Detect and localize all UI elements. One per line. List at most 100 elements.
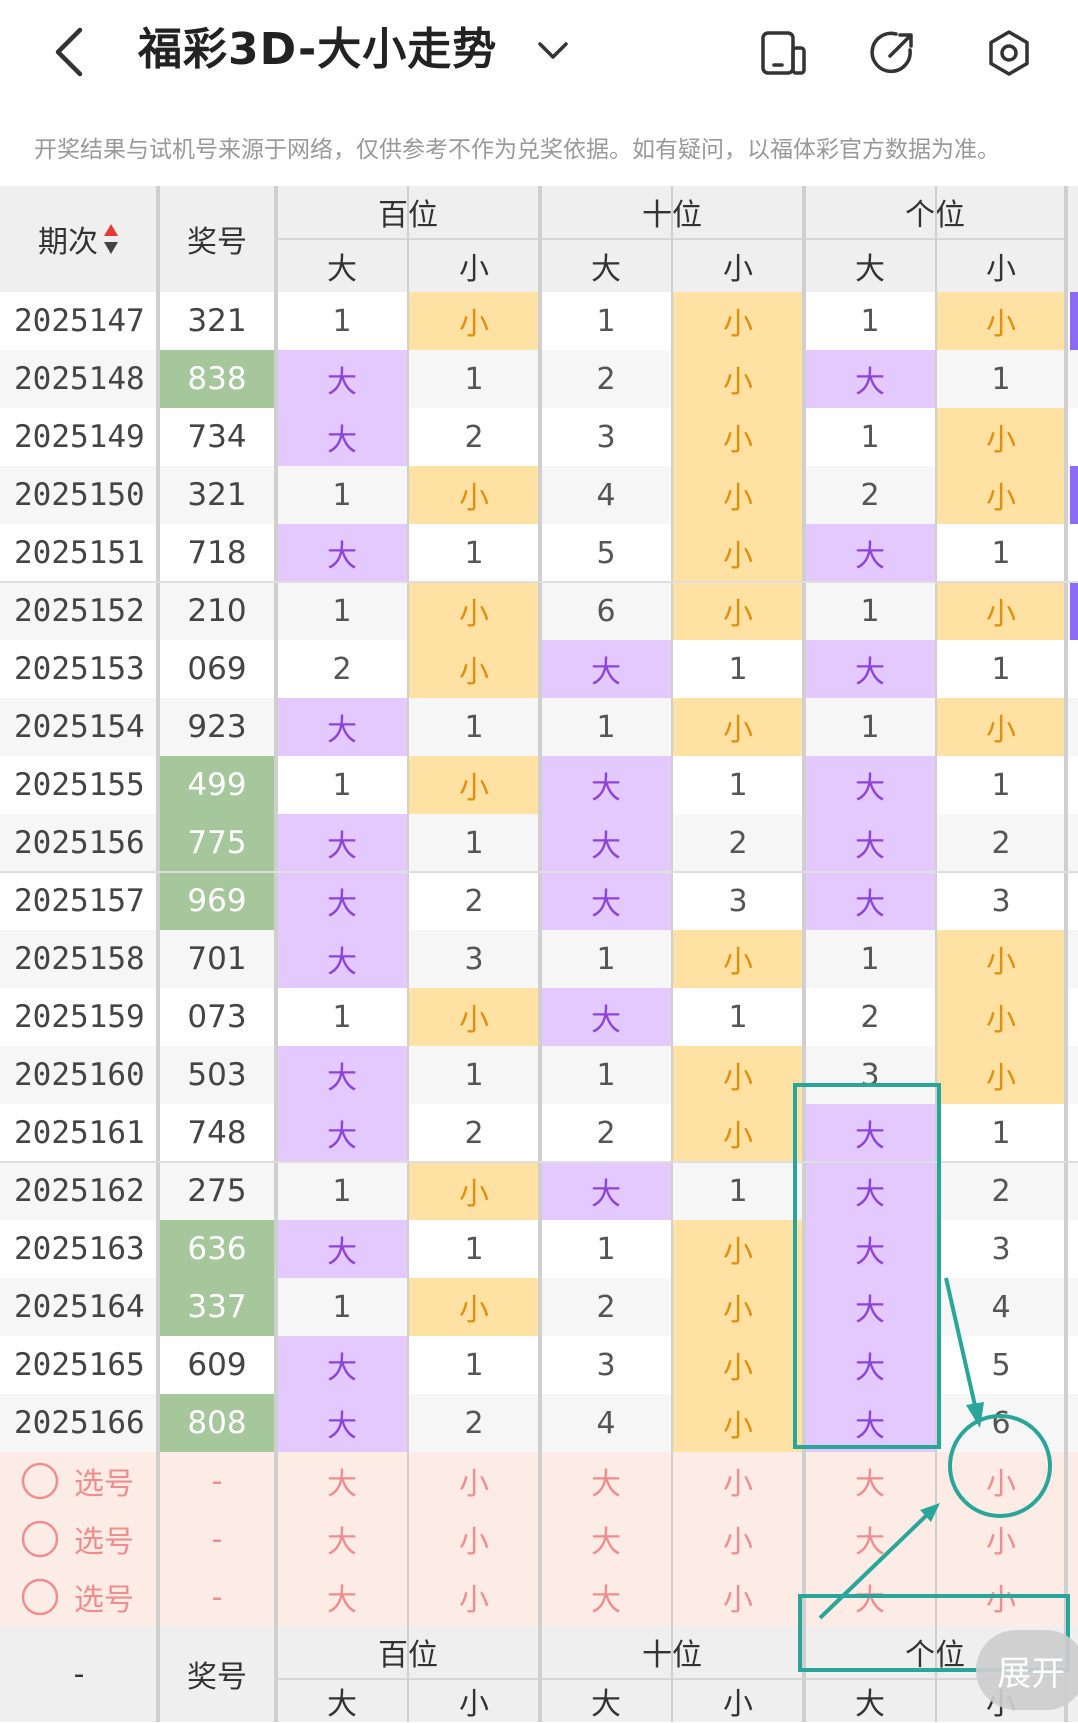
trend-cell: 大 [804,872,936,930]
trend-cell: 1 [936,524,1066,582]
trend-cell: 小 [408,1278,540,1336]
trend-cell: 6 [936,1394,1066,1452]
pick-cell[interactable]: 大 [540,1568,672,1626]
table-row-number: 923 [158,698,276,756]
trend-cell: 2 [540,350,672,408]
pick-cell[interactable]: 小 [408,1452,540,1510]
radio-circle-icon[interactable] [20,1577,60,1617]
trend-cell: 1 [804,582,936,640]
pick-cell[interactable]: 大 [540,1510,672,1568]
trend-cell: 1 [276,466,408,524]
pick-cell[interactable]: 小 [408,1510,540,1568]
trend-cell: 3 [540,1336,672,1394]
settings-icon[interactable] [984,28,1034,78]
row-filler [1066,1278,1078,1336]
column-header-small: 小 [672,238,804,292]
pick-cell[interactable]: 小 [672,1568,804,1626]
trend-cell: 1 [936,1104,1066,1162]
pick-cell[interactable]: 小 [672,1510,804,1568]
trend-cell: 1 [276,1162,408,1220]
trend-cell: 1 [804,292,936,350]
column-header-period[interactable]: 期次 [0,186,158,292]
trend-cell: 2 [408,1394,540,1452]
table-row-period: 2025163 [0,1220,158,1278]
row-filler [1066,1336,1078,1394]
pick-cell[interactable]: 小 [672,1452,804,1510]
trend-cell: 小 [672,350,804,408]
edge-marker [1070,466,1078,524]
trend-cell: 1 [540,698,672,756]
trend-cell: 1 [672,1162,804,1220]
pick-row-filler [1066,1510,1078,1568]
table-row-period: 2025158 [0,930,158,988]
trend-cell: 2 [936,1162,1066,1220]
column-divider [671,186,673,1722]
pick-cell[interactable]: 大 [276,1568,408,1626]
sort-icon[interactable] [102,222,120,256]
device-icon[interactable] [758,28,808,78]
column-header-small: 小 [408,238,540,292]
pick-row-number: - [158,1510,276,1568]
page-title[interactable]: 福彩3D-大小走势 [138,24,498,75]
share-icon[interactable] [868,28,918,78]
pick-cell[interactable]: 大 [540,1452,672,1510]
table-row-period: 2025156 [0,814,158,872]
pick-cell[interactable]: 小 [408,1568,540,1626]
trend-cell: 大 [804,1162,936,1220]
column-divider [274,186,278,1722]
table-row-period: 2025162 [0,1162,158,1220]
pick-cell[interactable]: 小 [936,1510,1066,1568]
pick-cell[interactable]: 小 [936,1452,1066,1510]
table-row-number: 748 [158,1104,276,1162]
table-row-period: 2025153 [0,640,158,698]
trend-cell: 小 [408,988,540,1046]
table-row-number: 718 [158,524,276,582]
footer-header-small: 小 [408,1678,540,1722]
radio-circle-icon[interactable] [20,1461,60,1501]
pick-cell[interactable]: 小 [936,1568,1066,1626]
table-row-period: 2025161 [0,1104,158,1162]
chevron-down-icon[interactable] [536,38,570,64]
footer-header-small: 小 [672,1678,804,1722]
table-row-number: 069 [158,640,276,698]
pick-cell[interactable]: 大 [276,1510,408,1568]
pick-row-label[interactable]: 选号 [0,1510,158,1568]
trend-cell: 4 [540,1394,672,1452]
trend-cell: 1 [936,350,1066,408]
trend-cell: 2 [540,1278,672,1336]
trend-cell: 1 [540,1046,672,1104]
trend-cell: 小 [672,292,804,350]
pick-cell[interactable]: 大 [804,1452,936,1510]
pick-cell[interactable]: 大 [804,1568,936,1626]
data-source-notice: 开奖结果与试机号来源于网络，仅供参考不作为兑奖依据。如有疑问，以福体彩官方数据为… [34,137,1000,163]
period-header-label: 期次 [38,225,98,260]
trend-cell: 大 [804,1336,936,1394]
expand-button[interactable]: 展开 [976,1630,1078,1710]
row-group-divider [0,581,1078,583]
trend-cell: 6 [540,582,672,640]
radio-circle-icon[interactable] [20,1519,60,1559]
trend-cell: 大 [804,1220,936,1278]
trend-cell: 大 [804,524,936,582]
pick-row-label[interactable]: 选号 [0,1568,158,1626]
trend-cell: 大 [540,872,672,930]
table-row-number: 503 [158,1046,276,1104]
trend-cell: 小 [408,640,540,698]
footer-number: 奖号 [158,1626,276,1722]
row-filler [1066,640,1078,698]
trend-cell: 2 [672,814,804,872]
trend-cell: 3 [936,872,1066,930]
trend-cell: 3 [804,1046,936,1104]
table-row-number: 969 [158,872,276,930]
back-arrow-icon[interactable] [48,24,92,80]
pick-cell[interactable]: 大 [276,1452,408,1510]
trend-cell: 大 [276,350,408,408]
trend-cell: 3 [408,930,540,988]
table-row-number: 321 [158,292,276,350]
pick-cell[interactable]: 大 [804,1510,936,1568]
row-filler [1066,1394,1078,1452]
trend-cell: 1 [408,1220,540,1278]
pick-row-label[interactable]: 选号 [0,1452,158,1510]
trend-cell: 1 [276,292,408,350]
table-row-number: 609 [158,1336,276,1394]
